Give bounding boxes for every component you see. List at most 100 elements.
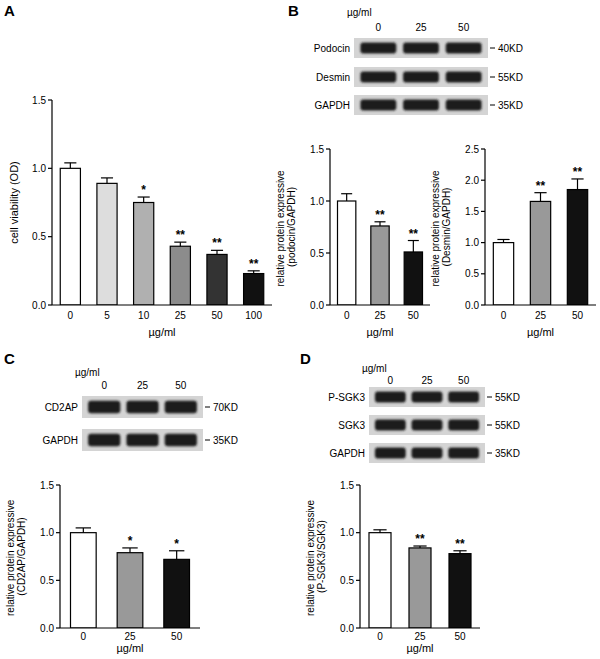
error-cap — [373, 529, 386, 530]
blot-band — [446, 42, 482, 53]
blot-row-label: P-SGK3 — [328, 392, 365, 403]
blot-band — [412, 447, 443, 458]
y-tick-label: 2.5 — [465, 144, 479, 155]
significance: ** — [409, 227, 419, 241]
significance: * — [174, 537, 179, 551]
y-tick — [48, 168, 52, 169]
western-blot: µg/ml02550P-SGK355KDSGK355KDGAPDH35KD — [328, 363, 520, 463]
x-axis — [485, 304, 596, 305]
blot-band — [448, 419, 479, 430]
y-tick — [56, 627, 60, 628]
error-bar — [248, 271, 260, 274]
y-tick-label: 0.5 — [310, 248, 324, 259]
blot-band — [446, 99, 482, 110]
blot-size-label: 40KD — [498, 43, 523, 54]
y-axis — [329, 149, 330, 305]
blot-band — [412, 391, 443, 402]
error-bar — [169, 551, 184, 560]
figure: ABCDµg/ml02550Podocin40KDDesmin55KDGAPDH… — [0, 0, 600, 659]
y-tick — [326, 200, 330, 201]
error-stem — [180, 242, 181, 246]
y-tick-label: 0.0 — [465, 300, 479, 311]
x-tick-label: 50 — [211, 310, 223, 321]
error-bar — [138, 197, 150, 202]
western-blot: µg/ml02550Podocin40KDDesmin55KDGAPDH35KD — [314, 7, 523, 115]
blot-row-label: GAPDH — [42, 435, 78, 446]
y-axis-label-line: relative protein expressive — [430, 168, 441, 287]
bar — [134, 203, 154, 306]
x-tick-label: 0 — [81, 631, 87, 642]
error-stem — [379, 222, 380, 226]
size-dash — [205, 440, 210, 441]
y-tick — [481, 273, 485, 274]
x-axis-label: µg/ml — [527, 326, 554, 338]
lane-label: 50 — [458, 375, 470, 386]
y-tick-label: 0.5 — [340, 575, 354, 586]
y-tick — [326, 304, 330, 305]
y-axis-label-line: relative protein expressive — [275, 168, 286, 287]
y-tick — [481, 180, 485, 181]
y-tick-label: 1.0 — [310, 196, 324, 207]
y-tick — [356, 484, 360, 485]
blot-row-label: Podocin — [314, 43, 350, 54]
blot-band — [88, 434, 120, 446]
blot-band — [448, 447, 479, 458]
y-axis-label-line: (Desmin/GAPDH) — [441, 188, 452, 267]
bar — [449, 554, 471, 628]
bar — [338, 201, 356, 305]
error-cap — [101, 177, 113, 178]
blot-size-label: 35KD — [498, 100, 523, 111]
y-tick-label: 1.5 — [340, 480, 354, 491]
x-tick-label: 50 — [454, 631, 466, 642]
y-axis-label: relative protein expressive (Desmin/GAPD… — [430, 168, 452, 287]
significance: ** — [212, 236, 222, 250]
size-dash — [490, 77, 495, 78]
panel-label: D — [300, 350, 311, 367]
bar-chart: *******0.00.51.01.505102550100µg/mlcell … — [8, 95, 272, 339]
panel-label: C — [4, 350, 15, 367]
y-tick-label: 0.0 — [40, 623, 54, 634]
blot-band — [375, 391, 406, 402]
significance: ** — [573, 165, 583, 179]
lane-label: 50 — [175, 380, 187, 391]
x-axis-label: µg/ml — [148, 326, 175, 338]
blot-row-label: GAPDH — [329, 448, 365, 459]
blot-band — [360, 99, 396, 110]
lane-label: 0 — [376, 22, 382, 33]
x-tick-label: 25 — [175, 310, 187, 321]
blot-band — [448, 391, 479, 402]
x-tick-label: 100 — [245, 310, 262, 321]
lane-label: 50 — [458, 22, 470, 33]
blot-unit: µg/ml — [347, 7, 372, 18]
lane-label: 0 — [101, 380, 107, 391]
lane-label: 25 — [421, 375, 433, 386]
x-tick-label: 25 — [124, 631, 136, 642]
error-bar — [174, 242, 186, 246]
bar — [369, 533, 391, 628]
blot-band — [375, 419, 406, 430]
blot-band — [403, 99, 439, 110]
bar — [170, 246, 190, 305]
x-axis-label: µg/ml — [406, 642, 433, 654]
error-stem — [540, 193, 541, 202]
panel-label: B — [288, 2, 299, 19]
error-stem — [577, 179, 578, 190]
y-axis-label: relative protein expressive (CD2AP/GAPDH… — [5, 497, 27, 616]
x-axis — [360, 627, 480, 628]
y-tick-label: 1.5 — [32, 95, 46, 106]
bar — [164, 559, 190, 628]
y-tick-label: 0.0 — [32, 300, 46, 311]
x-tick-label: 0 — [344, 310, 350, 321]
bar — [567, 190, 587, 305]
y-tick — [48, 99, 52, 100]
y-axis-label-line: relative protein expressive — [5, 497, 16, 616]
error-stem — [106, 178, 107, 183]
error-bar — [413, 546, 426, 548]
x-tick-label: 50 — [408, 310, 420, 321]
lane-label: 0 — [388, 375, 394, 386]
significance: ** — [415, 532, 425, 546]
y-axis — [59, 485, 60, 628]
blot-row-label: Desmin — [316, 72, 350, 83]
plot-area — [338, 194, 423, 305]
blot-row-label: CD2AP — [45, 402, 79, 413]
